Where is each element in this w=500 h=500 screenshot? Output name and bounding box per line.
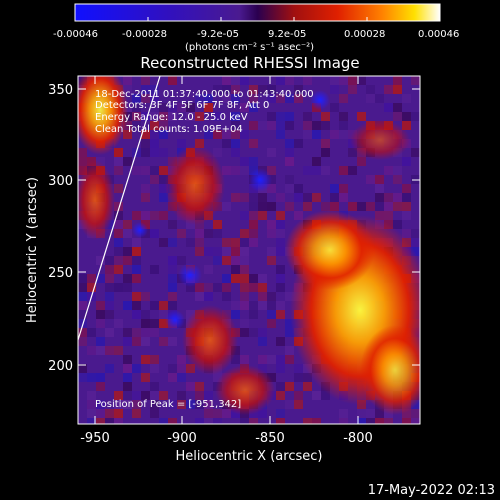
y-tick-label: 350: [48, 83, 73, 98]
y-axis-ticks: [78, 88, 420, 366]
colorbar-tick-label: -0.00028: [122, 29, 167, 40]
colorbar-tick-label: -0.00046: [53, 29, 98, 40]
plot-title: Reconstructed RHESSI Image: [140, 54, 359, 72]
annotation-time: 18-Dec-2011 01:37:40.000 to 01:43:40.000: [95, 89, 314, 100]
annotation-block: 18-Dec-2011 01:37:40.000 to 01:43:40.000…: [95, 89, 314, 135]
annotation-detectors: Detectors: 3F 4F 5F 6F 7F 8F, Att 0: [95, 100, 269, 111]
colorbar-tick-label: -9.2e-05: [197, 29, 239, 40]
colorbar-tick-label: 0.00028: [344, 29, 385, 40]
solar-limb-line: [78, 76, 161, 341]
y-tick-label: 200: [48, 359, 73, 374]
y-axis-label: Heliocentric Y (arcsec): [25, 177, 40, 323]
annotation-clean: Clean Total counts: 1.09E+04: [95, 124, 243, 135]
y-tick-label: 300: [48, 174, 73, 189]
colorbar-ticks: [74, 17, 441, 21]
x-tick-label: -850: [255, 431, 285, 446]
footer-timestamp: 17-May-2022 02:13: [368, 483, 495, 498]
annotation-energy: Energy Range: 12.0 - 25.0 keV: [95, 112, 248, 123]
colorbar-unit-label: (photons cm⁻² s⁻¹ asec⁻²): [185, 42, 314, 53]
x-axis-ticks: [94, 76, 359, 424]
y-tick-label: 250: [48, 266, 73, 281]
colorbar-tick-label: 9.2e-05: [268, 29, 306, 40]
rhessi-image: [78, 76, 420, 424]
x-axis-label: Heliocentric X (arcsec): [176, 449, 323, 464]
colorbar-tick-label: 0.00046: [418, 29, 459, 40]
peak-position-label: Position of Peak = [-951,342]: [95, 399, 241, 410]
plot-frame: [77, 75, 421, 425]
x-tick-label: -900: [167, 431, 197, 446]
x-tick-label: -800: [343, 431, 373, 446]
x-tick-label: -950: [80, 431, 110, 446]
colorbar: [74, 3, 441, 22]
